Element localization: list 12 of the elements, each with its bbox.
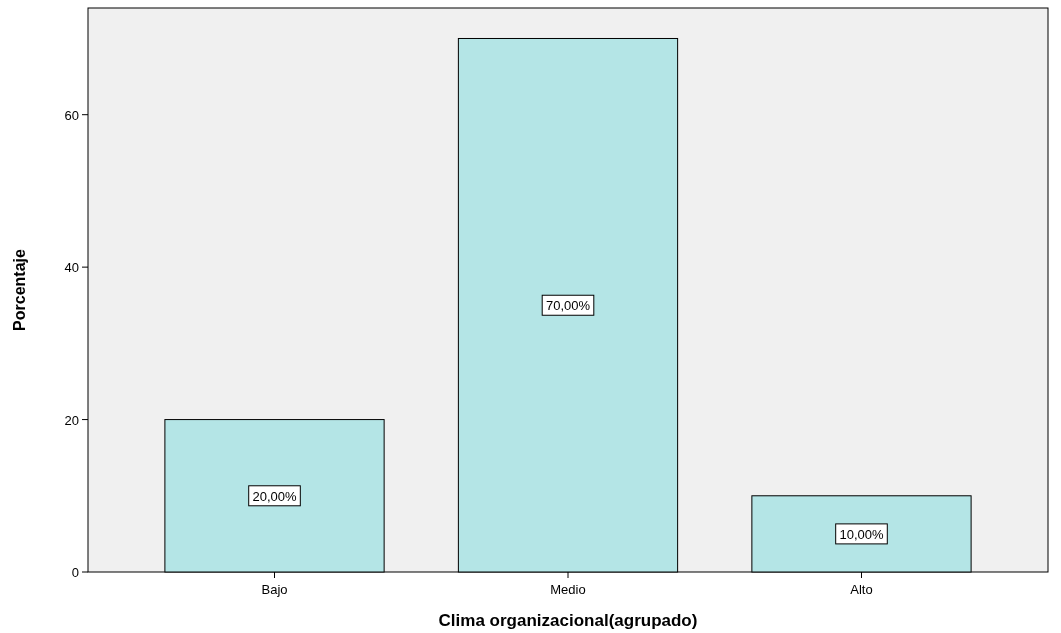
- y-tick-label: 0: [71, 565, 79, 580]
- y-axis-title: Porcentaje: [11, 248, 28, 331]
- x-tick-label: Bajo: [261, 582, 288, 597]
- y-tick-label: 40: [64, 260, 79, 276]
- x-axis-title: Clima organizacional(agrupado): [438, 611, 698, 630]
- y-tick-label: 20: [64, 412, 79, 428]
- data-label: 70,00%: [545, 298, 591, 314]
- y-tick-label: 60: [64, 107, 79, 123]
- x-tick-label: Medio: [550, 582, 586, 597]
- data-label: 20,00%: [252, 488, 297, 504]
- x-tick-label: Alto: [850, 582, 873, 597]
- data-label: 10,00%: [839, 526, 884, 542]
